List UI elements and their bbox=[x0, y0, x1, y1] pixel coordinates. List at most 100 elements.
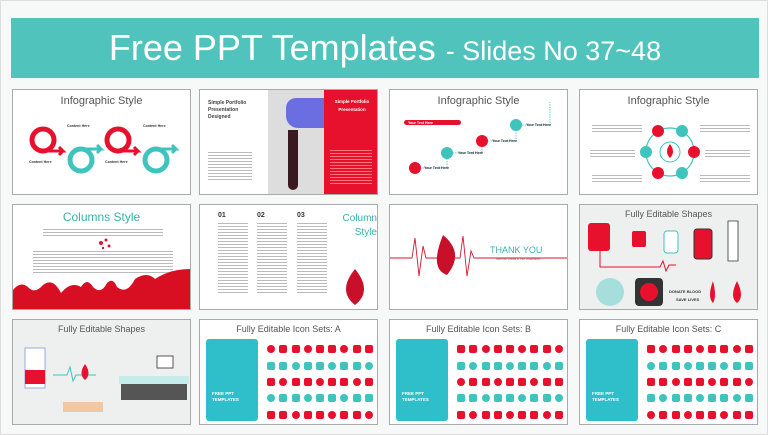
icon bbox=[303, 410, 312, 419]
banner-title: Free PPT Templates bbox=[108, 27, 436, 68]
icon bbox=[457, 394, 466, 403]
icon bbox=[457, 345, 466, 354]
slide-thumbnail-37[interactable]: Infographic Style Content Here Content H… bbox=[12, 89, 191, 195]
slide-title: Fully Editable Shapes bbox=[624, 209, 713, 219]
icon bbox=[671, 377, 680, 386]
icon bbox=[542, 345, 551, 354]
icon bbox=[659, 377, 668, 386]
icon bbox=[530, 394, 539, 403]
icon bbox=[481, 345, 490, 354]
icon bbox=[315, 345, 324, 354]
icon bbox=[481, 394, 490, 403]
icon bbox=[469, 361, 478, 370]
content-label: Content Here bbox=[29, 160, 52, 164]
icon bbox=[542, 377, 551, 386]
icon bbox=[683, 345, 692, 354]
icon bbox=[267, 394, 276, 403]
icon bbox=[708, 394, 717, 403]
slide-title: Fully Editable Icon Sets: C bbox=[615, 324, 722, 334]
slide-title: Column Style bbox=[342, 213, 377, 238]
icon bbox=[542, 394, 551, 403]
icon bbox=[481, 410, 490, 419]
icon bbox=[554, 361, 563, 370]
icon bbox=[683, 361, 692, 370]
slide-thumbnail-42[interactable]: 01 02 03 Column Style bbox=[199, 204, 378, 310]
icon bbox=[493, 345, 502, 354]
icon bbox=[732, 377, 741, 386]
header-banner: Free PPT Templates - Slides No 37~48 bbox=[11, 18, 759, 78]
content-label: Content Here bbox=[67, 124, 90, 128]
slide-thumbnail-46[interactable]: Fully Editable Icon Sets: A FREE PPT TEM… bbox=[199, 319, 378, 425]
icon bbox=[267, 345, 276, 354]
icon bbox=[518, 361, 527, 370]
slide-title: THANK YOU bbox=[490, 245, 543, 255]
slide-thumbnail-40[interactable]: Infographic Style bbox=[579, 89, 758, 195]
icon bbox=[315, 361, 324, 370]
icon bbox=[340, 394, 349, 403]
icon bbox=[457, 410, 466, 419]
icon bbox=[671, 345, 680, 354]
icon bbox=[328, 410, 337, 419]
blood-splash-decoration bbox=[13, 238, 190, 309]
slide-thumbnail-43[interactable]: THANK YOU Insert the Subtitle of Your Pr… bbox=[389, 204, 568, 310]
icon bbox=[720, 394, 729, 403]
slide-thumbnail-45[interactable]: Fully Editable Shapes bbox=[12, 319, 191, 425]
slide-thumbnail-41[interactable]: Columns Style bbox=[12, 204, 191, 310]
icon bbox=[291, 345, 300, 354]
icon bbox=[279, 377, 288, 386]
heartbeat-blood-drop bbox=[390, 235, 567, 277]
icon bbox=[315, 394, 324, 403]
icon bbox=[720, 410, 729, 419]
icon bbox=[530, 361, 539, 370]
slide-title: Infographic Style bbox=[60, 95, 143, 107]
icon bbox=[505, 394, 514, 403]
icon bbox=[732, 410, 741, 419]
icon bbox=[364, 345, 373, 354]
icon bbox=[315, 377, 324, 386]
icon bbox=[554, 410, 563, 419]
icon-grid bbox=[456, 342, 564, 422]
icon bbox=[695, 377, 704, 386]
icon bbox=[340, 377, 349, 386]
circular-arrows-infographic bbox=[29, 126, 180, 174]
slide-thumbnail-38[interactable]: Simple Portfolio Presentation Designed S… bbox=[199, 89, 378, 195]
icon bbox=[493, 361, 502, 370]
content-label: Content Here bbox=[105, 160, 128, 164]
slide-thumbnail-39[interactable]: Infographic Style Your Text Here Your Te… bbox=[389, 89, 568, 195]
icon bbox=[328, 377, 337, 386]
slide-title: Simple Portfolio Presentation Designed bbox=[208, 100, 247, 120]
icon bbox=[744, 410, 753, 419]
icon bbox=[530, 377, 539, 386]
icon bbox=[267, 377, 276, 386]
icon bbox=[340, 361, 349, 370]
icon bbox=[303, 345, 312, 354]
icon bbox=[328, 361, 337, 370]
icon bbox=[505, 345, 514, 354]
icon bbox=[732, 361, 741, 370]
medical-scene-shapes bbox=[24, 347, 189, 412]
slide-thumbnail-47[interactable]: Fully Editable Icon Sets: B FREE PPT TEM… bbox=[389, 319, 568, 425]
icon bbox=[352, 394, 361, 403]
icon bbox=[518, 394, 527, 403]
icon bbox=[647, 361, 656, 370]
icon bbox=[659, 410, 668, 419]
slide-thumbnail-44[interactable]: Fully Editable Shapes DONATE BLOOD SAVE … bbox=[579, 204, 758, 310]
icon bbox=[505, 410, 514, 419]
icon bbox=[303, 361, 312, 370]
icon bbox=[352, 361, 361, 370]
slide-thumbnail-48[interactable]: Fully Editable Icon Sets: C FREE PPT TEM… bbox=[579, 319, 758, 425]
icon bbox=[352, 345, 361, 354]
icon bbox=[364, 410, 373, 419]
icon bbox=[695, 345, 704, 354]
icon bbox=[744, 345, 753, 354]
icon bbox=[340, 345, 349, 354]
icon bbox=[518, 377, 527, 386]
icon bbox=[291, 361, 300, 370]
icon-grid bbox=[646, 342, 754, 422]
icon bbox=[647, 394, 656, 403]
blood-drop-icon bbox=[346, 269, 364, 305]
slide-title: Infographic Style bbox=[437, 95, 520, 107]
icon bbox=[267, 410, 276, 419]
free-ppt-templates-panel: FREE PPT TEMPLATES bbox=[586, 339, 638, 421]
icon bbox=[469, 345, 478, 354]
